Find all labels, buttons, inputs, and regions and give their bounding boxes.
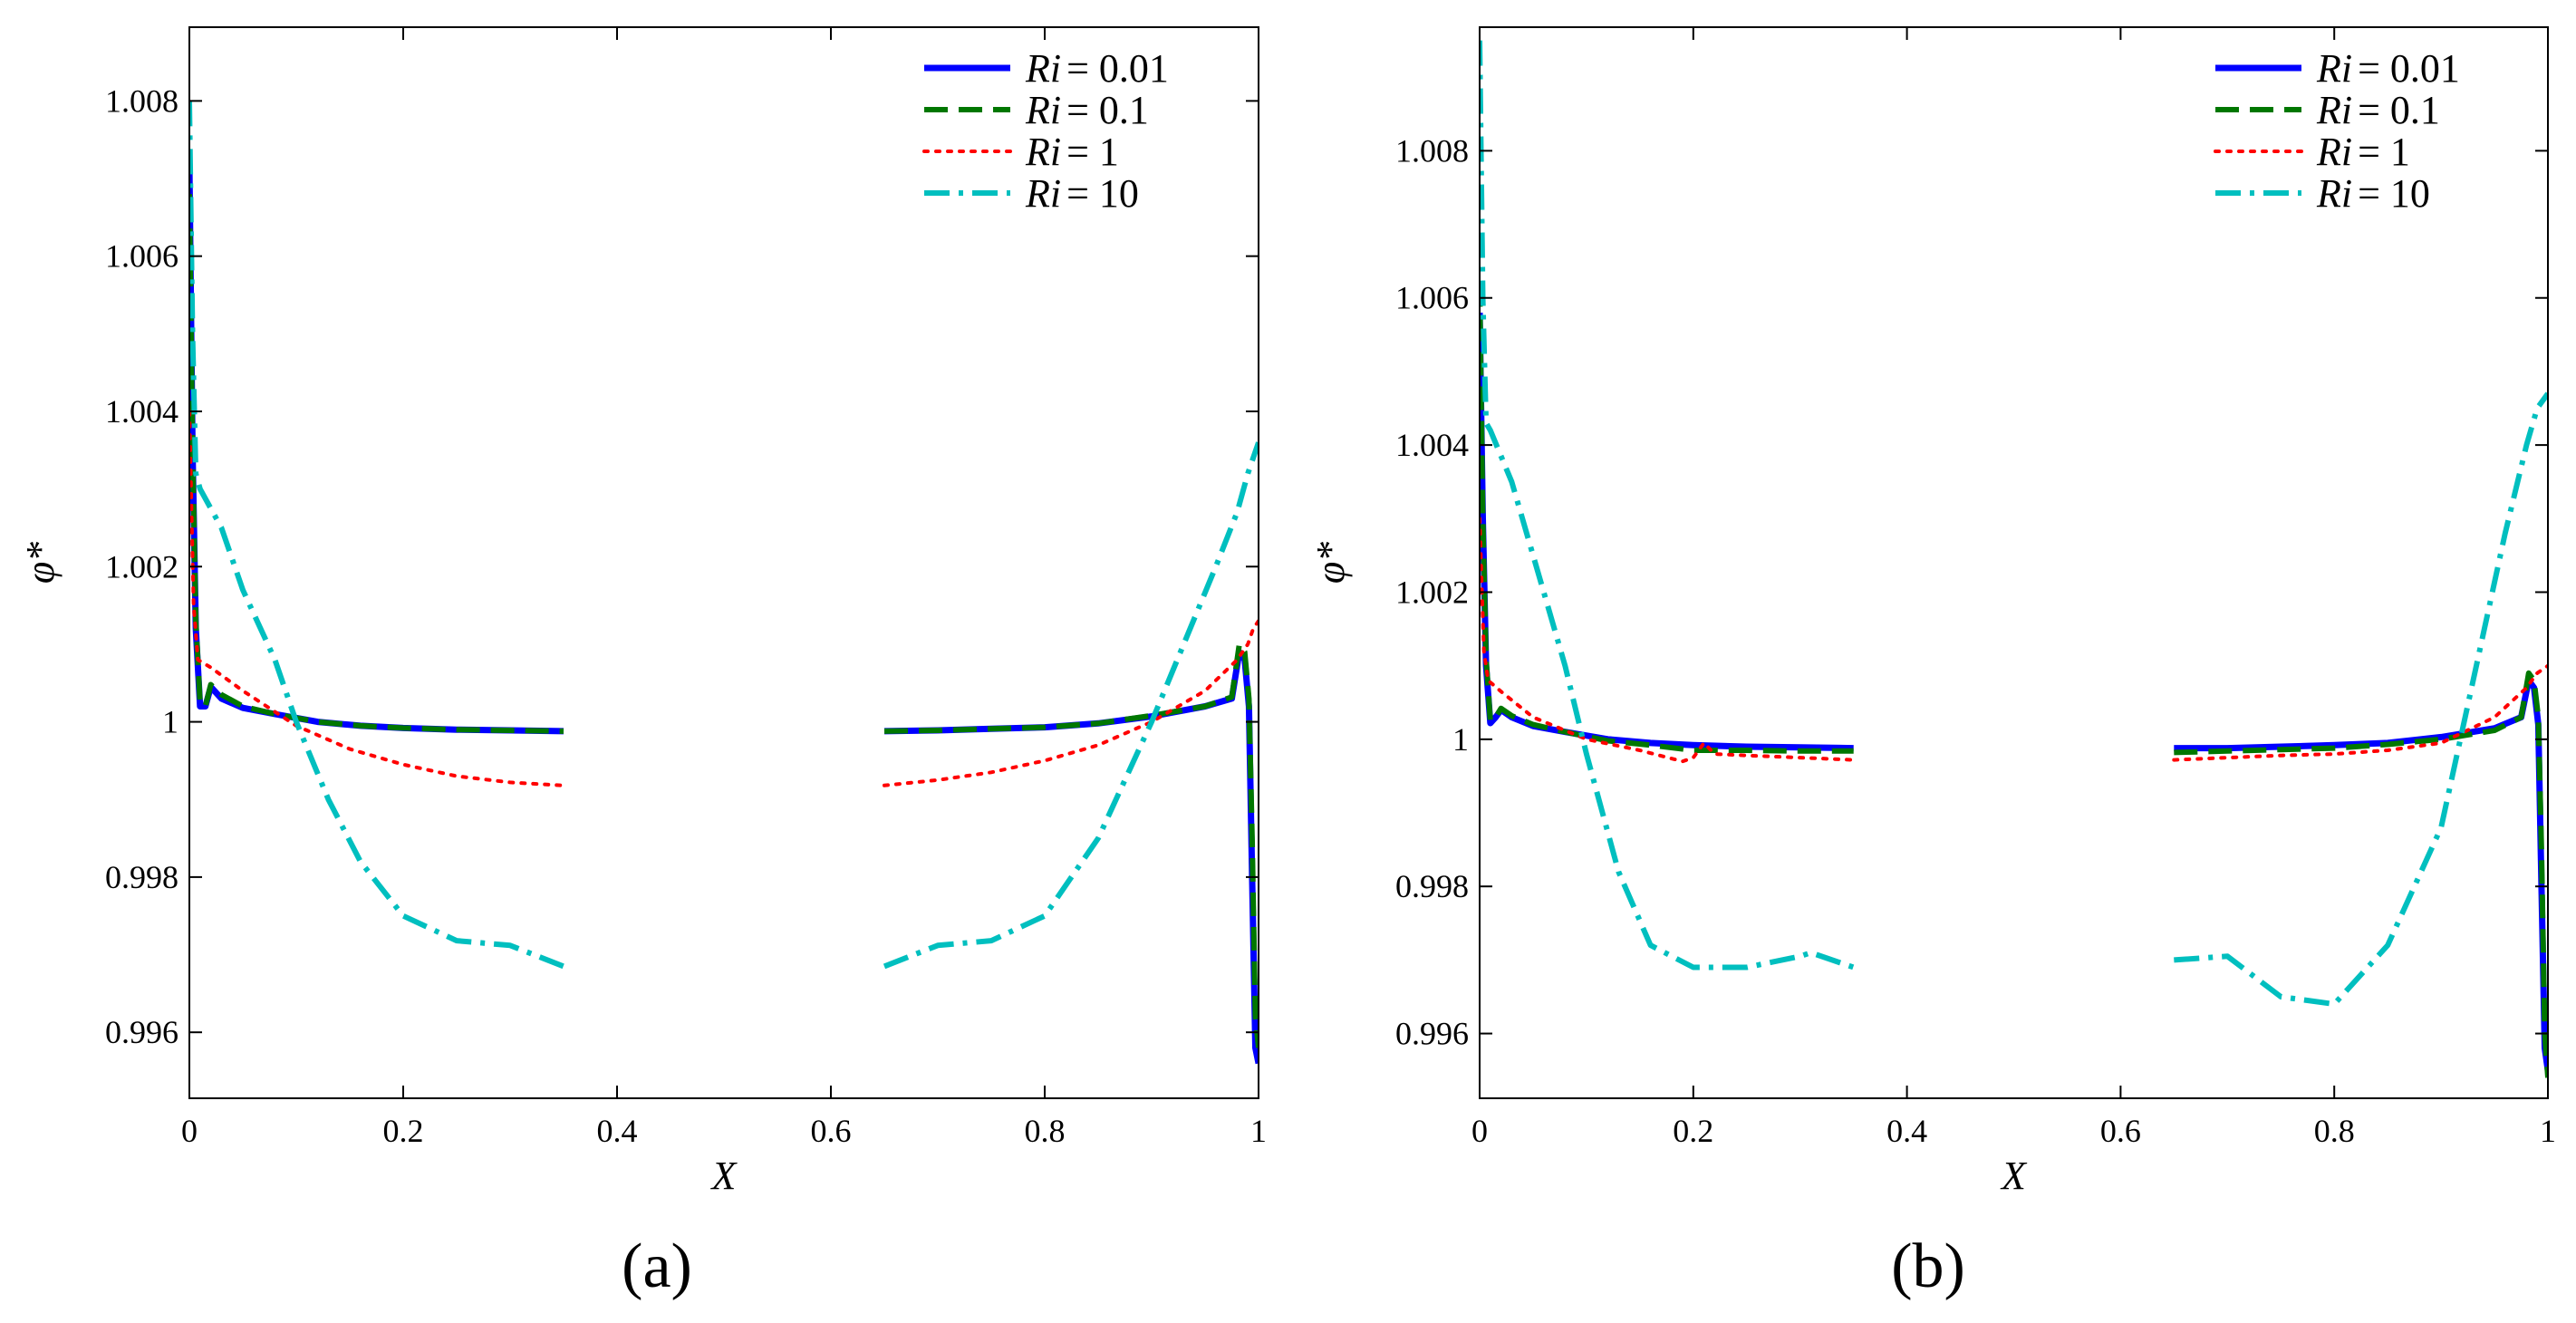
y-axis-label: φ* xyxy=(1308,542,1353,584)
legend-var: Ri xyxy=(2316,88,2352,132)
series-group xyxy=(189,101,1259,1065)
series-group xyxy=(1480,40,2548,1078)
legend-var: Ri xyxy=(1025,46,1061,91)
series-line-dashed-1-seg-0 xyxy=(1480,283,1854,754)
y-tick-label: 1 xyxy=(162,704,178,740)
legend-label-1: Ri = 0.1 xyxy=(2316,88,2440,132)
y-tick-label: 1.008 xyxy=(1395,132,1469,169)
legend-label-3: Ri = 10 xyxy=(1025,171,1139,216)
x-tick-label: 0.6 xyxy=(2100,1113,2141,1149)
legend-var: Ri xyxy=(2316,130,2352,174)
legend-value: = 1 xyxy=(1066,130,1119,174)
legend-value: = 0.01 xyxy=(1066,46,1169,91)
y-tick-label: 0.996 xyxy=(105,1014,178,1050)
y-tick-label: 0.998 xyxy=(105,859,178,895)
legend-label-1: Ri = 0.1 xyxy=(1025,88,1149,132)
series-line-solid-0-seg-1 xyxy=(2174,677,2548,1071)
x-tick-label: 0.2 xyxy=(1673,1113,1713,1149)
legend-label-3: Ri = 10 xyxy=(2316,171,2430,216)
y-tick-label: 1.004 xyxy=(1395,427,1469,463)
x-axis-label: X xyxy=(710,1154,738,1198)
series-line-solid-0-seg-1 xyxy=(883,649,1259,1065)
series-line-dashed-1-seg-0 xyxy=(189,194,564,734)
x-tick-label: 0.4 xyxy=(597,1113,638,1149)
series-line-dashed-1-seg-1 xyxy=(883,641,1259,1048)
legend-label-2: Ri = 1 xyxy=(2316,130,2410,174)
x-tick-label: 1 xyxy=(1250,1113,1267,1149)
legend-label-0: Ri = 0.01 xyxy=(1025,46,1169,91)
x-tick-label: 0.2 xyxy=(383,1113,424,1149)
series-line-dashdot-3-seg-1 xyxy=(2174,391,2548,1008)
legend-value: = 0.01 xyxy=(2358,46,2460,91)
x-tick-label: 0.6 xyxy=(811,1113,852,1149)
panel-b: 0 0.2 0.4 0.6 0.8 1 0.996 0.998 1 1.002 1.004 1.006… xyxy=(1308,26,2556,1301)
series-line-dotted-2-seg-1 xyxy=(883,619,1259,787)
panel-a: 0 0.2 0.4 0.6 0.8 1 0.996 0.998 1 1.002 1.004 1.006… xyxy=(18,26,1267,1301)
panel-label: (a) xyxy=(622,1231,692,1301)
y-tick-label: 0.998 xyxy=(1395,868,1469,904)
x-tick-label: 1 xyxy=(2540,1113,2556,1149)
legend-var: Ri xyxy=(1025,130,1061,174)
y-tick-label: 1.006 xyxy=(105,238,178,275)
x-tick-label: 0 xyxy=(181,1113,198,1149)
y-tick-label: 1.006 xyxy=(1395,280,1469,316)
series-line-solid-0-seg-0 xyxy=(189,162,564,735)
series-line-dotted-2-seg-1 xyxy=(2172,663,2548,762)
series-line-dashdot-3-seg-0 xyxy=(189,101,565,970)
legend-value: = 10 xyxy=(2358,171,2430,216)
legend-label-0: Ri = 0.01 xyxy=(2316,46,2460,91)
series-line-dashdot-3-seg-1 xyxy=(883,441,1259,970)
legend-var: Ri xyxy=(2316,171,2352,216)
series-line-dotted-2-seg-0 xyxy=(1480,517,1856,764)
y-tick-label: 1.002 xyxy=(1395,574,1469,610)
x-tick-label: 0 xyxy=(1471,1113,1488,1149)
legend-value: = 0.1 xyxy=(1066,88,1149,132)
legend-var: Ri xyxy=(1025,88,1061,132)
series-line-dashdot-3-seg-0 xyxy=(1480,40,1855,971)
plot-frame xyxy=(1479,26,2549,1099)
x-tick-label: 0.8 xyxy=(2314,1113,2355,1149)
series-line-dashed-1-seg-1 xyxy=(2174,670,2548,1078)
x-tick-label: 0.8 xyxy=(1025,1113,1066,1149)
plot-frame xyxy=(188,26,1259,1099)
y-tick-label: 1.008 xyxy=(105,82,178,119)
legend-var: Ri xyxy=(2316,46,2352,91)
y-tick-label: 1.002 xyxy=(105,548,178,584)
y-tick-label: 1.004 xyxy=(105,393,178,430)
legend-var: Ri xyxy=(1025,171,1061,216)
y-tick-label: 1 xyxy=(1452,721,1469,758)
series-line-solid-0-seg-0 xyxy=(1480,312,1854,752)
legend-value: = 1 xyxy=(2358,130,2410,174)
panel-label: (b) xyxy=(1891,1231,1965,1301)
x-axis-label: X xyxy=(2000,1154,2028,1198)
y-axis-label: φ* xyxy=(18,542,63,584)
x-tick-label: 0.4 xyxy=(1886,1113,1927,1149)
y-tick-label: 0.996 xyxy=(1395,1016,1469,1052)
legend-value: = 0.1 xyxy=(2358,88,2440,132)
legend-value: = 10 xyxy=(1066,171,1139,216)
legend-label-2: Ri = 1 xyxy=(1025,130,1119,174)
